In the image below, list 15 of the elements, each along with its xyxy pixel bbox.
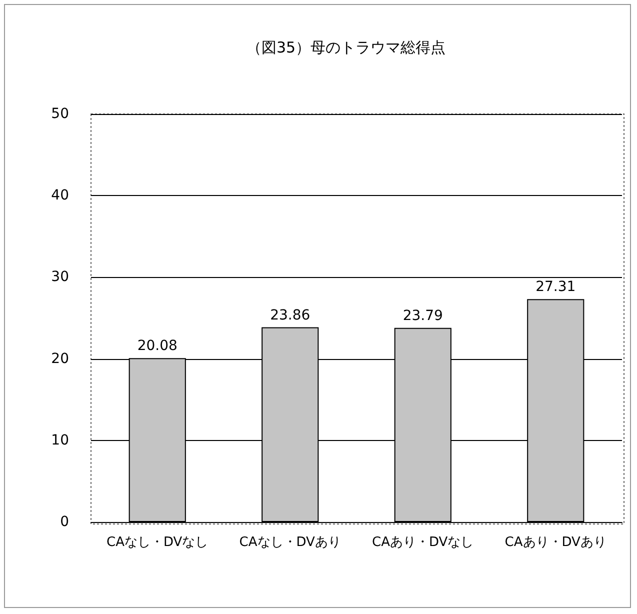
x-tick-label: CAなし・DVあり [239,535,341,550]
chart-title: （図35）母のトラウマ総得点 [246,38,446,56]
y-tick-label: 10 [51,432,69,448]
x-tick-label: CAあり・DVあり [504,535,606,550]
y-tick-label: 40 [51,188,69,204]
y-tick-label: 50 [51,106,69,122]
y-tick-label: 30 [51,269,69,286]
x-tick-label: CAあり・DVなし [372,535,474,550]
x-tick-label: CAなし・DVなし [106,535,208,550]
data-label: 27.31 [536,279,576,296]
y-tick-label: 0 [60,514,69,530]
data-label: 23.86 [270,307,310,324]
data-label: 20.08 [137,338,178,354]
data-label: 23.79 [402,308,443,324]
y-tick-label: 20 [51,350,69,367]
